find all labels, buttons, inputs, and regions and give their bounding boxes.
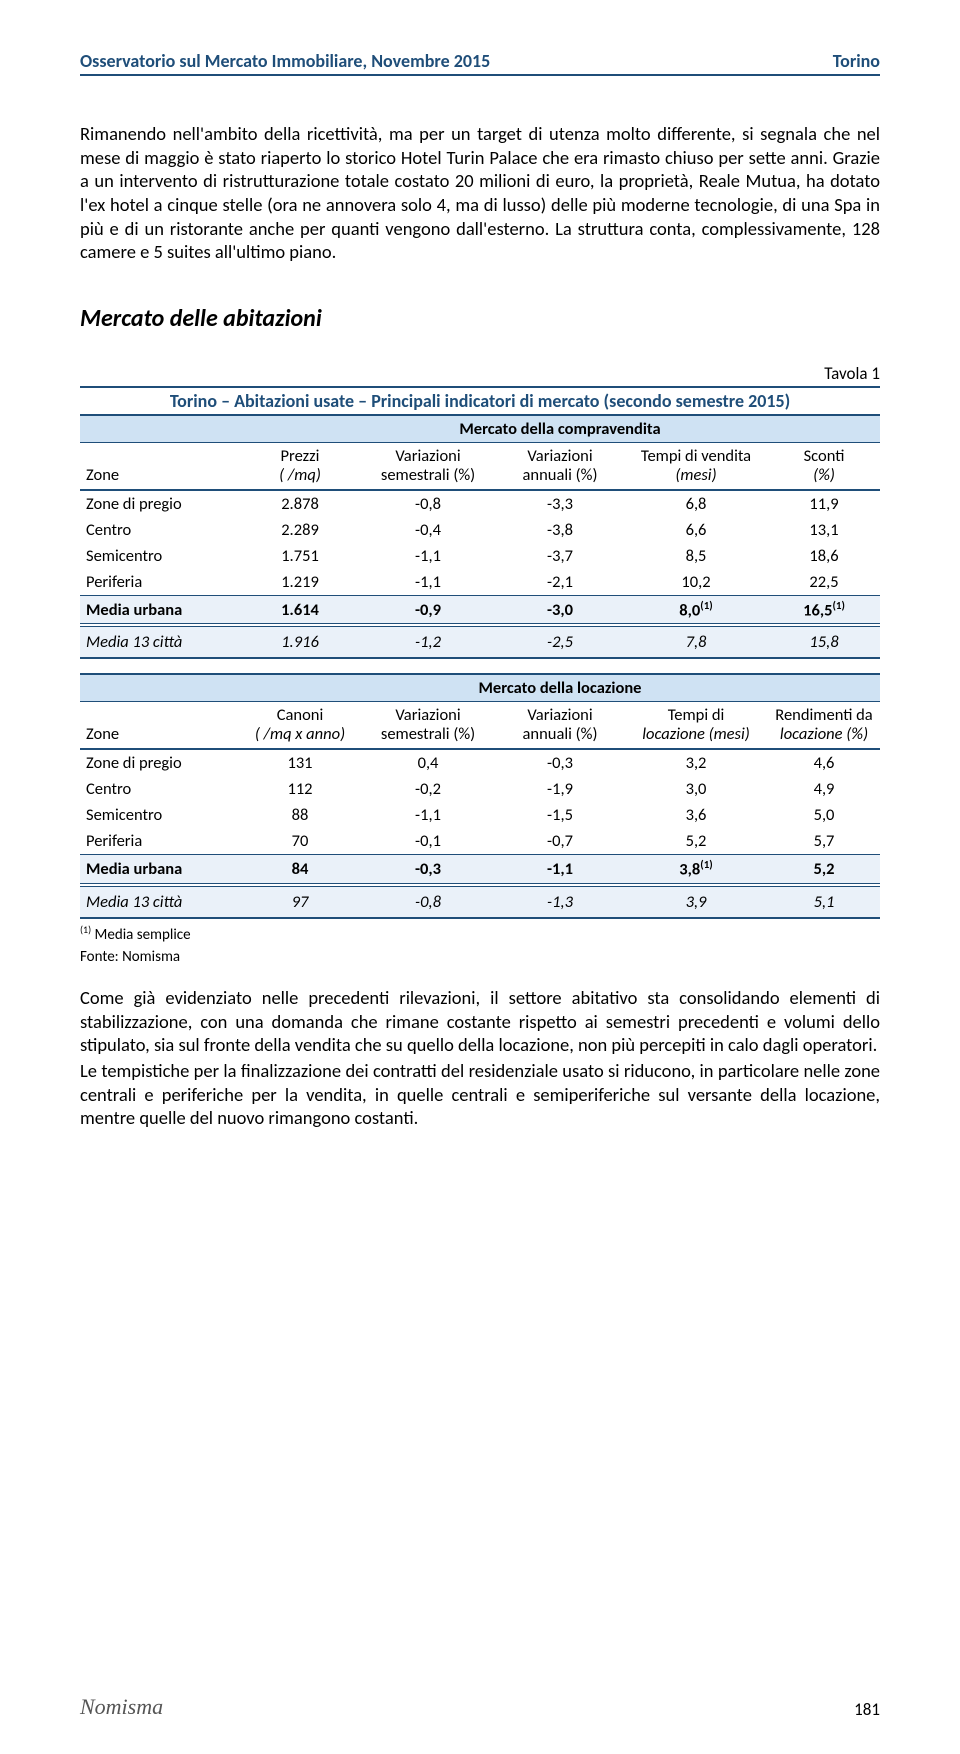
col-canoni: Canoni( /mq x anno) — [240, 702, 360, 749]
paragraph-intro: Rimanendo nell'ambito della ricettività,… — [80, 122, 880, 264]
table-row: Centro112-0,2-1,93,04,9 — [80, 776, 880, 802]
col-tempi: Tempi dilocazione (mesi) — [624, 702, 768, 749]
paragraph-3: Le tempistiche per la finalizzazione dei… — [80, 1059, 880, 1130]
footnote-1: (1) Media semplice — [80, 923, 880, 944]
col-zone: Zone — [80, 702, 240, 749]
col-var-ann: Variazioniannuali (%) — [496, 702, 624, 749]
table-locazione: Mercato della locazione Zone Canoni( /mq… — [80, 673, 880, 918]
paragraph-2: Come già evidenziato nelle precedenti ri… — [80, 986, 880, 1057]
col-var-ann: Variazioniannuali (%) — [496, 443, 624, 490]
col-var-sem: Variazionisemestrali (%) — [360, 702, 496, 749]
page-number: 181 — [854, 1699, 880, 1720]
media-label: Media urbana — [80, 595, 240, 624]
col-rend: Rendimenti dalocazione (%) — [768, 702, 880, 749]
table-row: Semicentro1.751-1,1-3,78,518,6 — [80, 543, 880, 569]
col-zone: Zone — [80, 443, 240, 490]
table-row: Periferia70-0,1-0,75,25,7 — [80, 828, 880, 855]
col-prezzi: Prezzi( /mq) — [240, 443, 360, 490]
page-header: Osservatorio sul Mercato Immobiliare, No… — [80, 50, 880, 76]
table-number: Tavola 1 — [80, 363, 880, 384]
section-heading: Mercato delle abitazioni — [80, 304, 880, 333]
table-row: Centro2.289-0,4-3,86,613,1 — [80, 517, 880, 543]
table-compravendita: Mercato della compravendita Zone Prezzi(… — [80, 415, 880, 659]
table-row: Zone di pregio1310,4-0,33,24,6 — [80, 749, 880, 776]
table-row: Periferia1.219-1,1-2,110,222,5 — [80, 569, 880, 596]
media13-label: Media 13 città — [80, 886, 240, 918]
media13-label: Media 13 città — [80, 627, 240, 659]
col-var-sem: Variazionisemestrali (%) — [360, 443, 496, 490]
col-sconti: Sconti(%) — [768, 443, 880, 490]
table-title: Torino – Abitazioni usate – Principali i… — [80, 386, 880, 415]
header-right: Torino — [833, 50, 880, 72]
subheader: Mercato della locazione — [240, 674, 880, 702]
page-footer: Nomisma 181 — [80, 1694, 880, 1720]
header-left: Osservatorio sul Mercato Immobiliare, No… — [80, 50, 490, 72]
table-row: Zone di pregio2.878-0,8-3,36,811,9 — [80, 490, 880, 517]
media-label: Media urbana — [80, 855, 240, 884]
subheader: Mercato della compravendita — [240, 416, 880, 443]
col-tempi: Tempi di vendita(mesi) — [624, 443, 768, 490]
table-row: Semicentro88-1,1-1,53,65,0 — [80, 802, 880, 828]
footnote-source: Fonte: Nomisma — [80, 948, 880, 966]
footer-brand: Nomisma — [80, 1694, 163, 1720]
